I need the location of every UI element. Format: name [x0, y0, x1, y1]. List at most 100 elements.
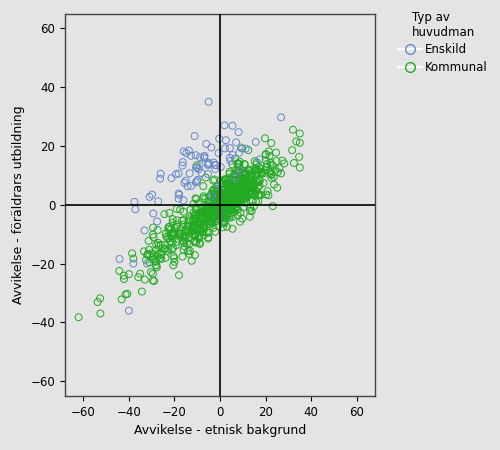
Point — [230, 188, 238, 195]
Point — [211, 214, 219, 221]
Point — [198, 208, 205, 216]
Point — [224, 176, 232, 183]
Point — [242, 194, 250, 202]
Point — [198, 229, 206, 236]
Point — [252, 138, 260, 145]
Point — [231, 194, 239, 201]
Point — [240, 199, 248, 206]
Point — [218, 211, 226, 218]
Point — [248, 207, 256, 215]
Point — [240, 176, 248, 184]
Point — [236, 158, 244, 165]
Point — [153, 264, 161, 271]
Point — [188, 231, 196, 238]
Point — [222, 202, 230, 209]
Point — [242, 199, 250, 207]
Point — [256, 182, 264, 189]
Point — [195, 166, 203, 173]
Point — [208, 206, 216, 213]
Point — [240, 170, 248, 177]
Point — [220, 199, 228, 207]
Point — [175, 272, 183, 279]
Point — [214, 206, 222, 213]
Point — [198, 214, 205, 221]
Point — [227, 204, 235, 212]
Point — [192, 215, 200, 222]
Point — [228, 161, 236, 168]
Point — [222, 186, 230, 193]
Point — [184, 223, 192, 230]
Point — [218, 195, 226, 203]
Point — [220, 195, 228, 203]
Point — [228, 188, 236, 195]
Point — [238, 176, 246, 183]
Point — [199, 183, 207, 190]
Point — [228, 192, 236, 199]
Point — [180, 197, 188, 204]
Point — [212, 200, 220, 207]
Point — [242, 190, 250, 197]
Point — [230, 170, 238, 177]
Point — [214, 210, 222, 217]
Point — [261, 135, 269, 142]
Point — [218, 219, 226, 226]
Point — [206, 218, 214, 225]
Point — [248, 188, 256, 195]
Point — [210, 192, 218, 199]
Point — [154, 239, 162, 247]
Point — [216, 201, 224, 208]
Point — [242, 145, 250, 152]
Point — [250, 202, 258, 210]
Point — [263, 160, 271, 167]
Point — [220, 218, 228, 225]
Point — [228, 205, 236, 212]
Point — [215, 207, 223, 214]
Point — [200, 215, 208, 222]
Point — [274, 168, 282, 176]
Point — [234, 195, 242, 203]
Point — [221, 176, 229, 184]
Point — [222, 137, 230, 144]
Point — [234, 194, 242, 202]
Point — [232, 200, 240, 207]
Point — [214, 222, 222, 230]
Point — [213, 185, 221, 193]
Point — [236, 218, 244, 225]
Point — [138, 288, 146, 295]
Point — [249, 198, 257, 205]
Point — [247, 173, 255, 180]
Point — [204, 208, 212, 216]
Point — [196, 212, 203, 219]
Point — [223, 223, 231, 230]
Point — [216, 212, 224, 219]
Point — [246, 176, 254, 183]
Point — [200, 226, 208, 233]
Point — [200, 232, 208, 239]
Point — [216, 205, 224, 212]
Point — [188, 224, 196, 231]
Point — [232, 205, 239, 212]
Point — [216, 204, 224, 212]
Point — [223, 202, 231, 210]
Point — [214, 197, 222, 204]
Point — [172, 242, 180, 249]
Point — [224, 202, 232, 209]
Point — [204, 234, 212, 241]
Point — [212, 210, 220, 217]
Point — [248, 190, 256, 198]
Point — [178, 230, 186, 237]
Point — [210, 205, 218, 212]
Point — [210, 214, 218, 221]
Point — [267, 171, 275, 178]
Point — [179, 234, 187, 242]
Point — [237, 181, 245, 189]
Point — [236, 209, 244, 216]
Point — [238, 179, 246, 186]
Point — [254, 169, 262, 176]
Point — [207, 214, 215, 221]
Point — [210, 224, 218, 231]
Point — [262, 150, 270, 158]
Point — [236, 178, 244, 185]
Point — [244, 182, 252, 189]
Point — [230, 199, 238, 207]
